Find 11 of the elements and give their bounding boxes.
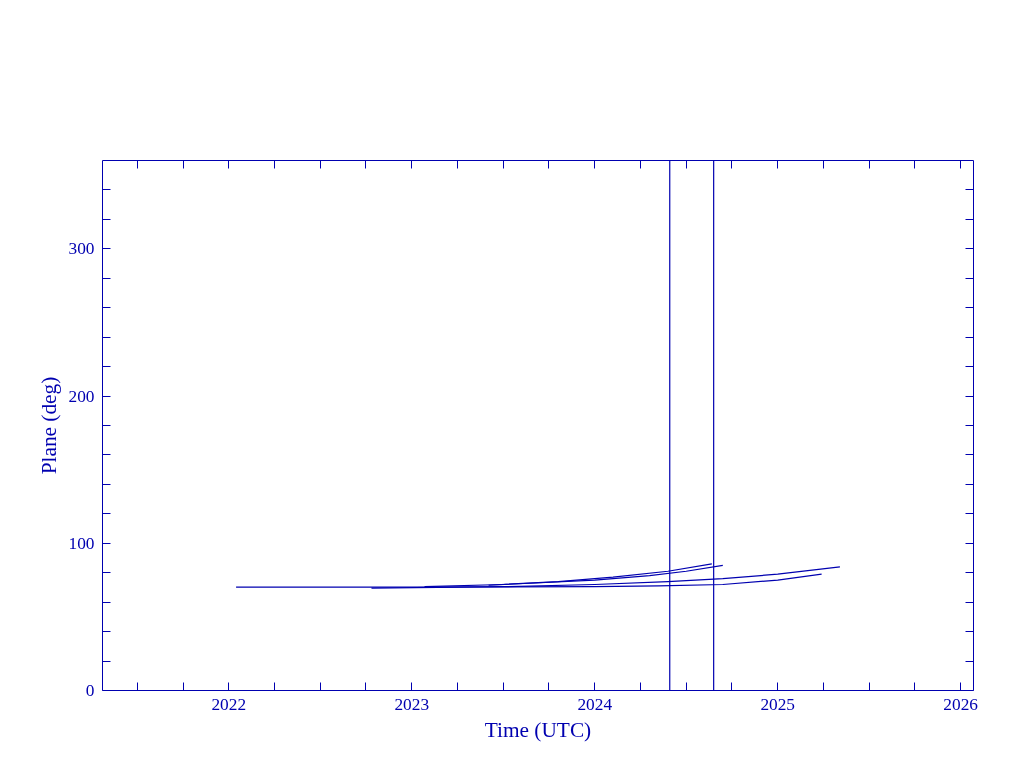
x-tick-label: 2025 bbox=[760, 694, 796, 714]
y-tick-label: 300 bbox=[68, 239, 95, 259]
y-axis-title: Plane (deg) bbox=[36, 376, 61, 475]
y-tick-label: 200 bbox=[68, 386, 95, 406]
y-tick-label: 100 bbox=[68, 533, 95, 553]
y-tick-label: 0 bbox=[85, 681, 95, 700]
x-tick-label: 2022 bbox=[211, 694, 247, 714]
x-tick-label: 2023 bbox=[394, 694, 430, 714]
x-axis-title: Time (UTC) bbox=[484, 717, 592, 742]
x-tick-label: 2024 bbox=[577, 694, 613, 714]
x-tick-label: 2026 bbox=[943, 694, 979, 714]
